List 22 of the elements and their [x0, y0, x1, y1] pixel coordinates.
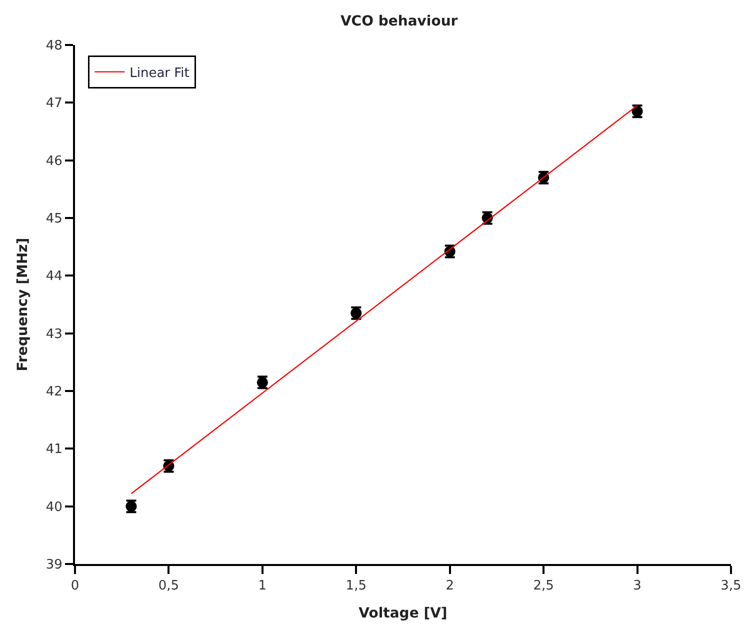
x-tick-label: 1,5 [346, 578, 366, 594]
x-tick-label: 0,5 [158, 578, 180, 594]
y-axis-title: Frequency [MHz] [14, 238, 31, 372]
x-tick-label: 2 [446, 578, 454, 594]
y-tick-label: 40 [46, 500, 62, 515]
x-tick-label: 1 [258, 578, 267, 594]
y-tick-label: 45 [46, 212, 62, 227]
y-tick-label: 46 [46, 154, 62, 169]
y-tick-label: 48 [46, 38, 62, 54]
legend-label: Linear Fit [130, 66, 190, 81]
x-tick-label: 3,5 [720, 578, 742, 594]
x-tick-label: 3 [633, 578, 642, 594]
y-tick-label: 42 [46, 384, 62, 400]
y-tick-label: 44 [46, 269, 62, 284]
y-tick-label: 41 [46, 442, 62, 458]
chart-title: VCO behaviour [340, 14, 458, 30]
y-tick-label: 43 [46, 326, 62, 342]
x-tick-label: 0 [70, 578, 80, 594]
y-tick-label: 39 [46, 558, 62, 573]
x-tick-label: 2,5 [533, 578, 554, 594]
y-tick-label: 47 [46, 96, 62, 112]
x-axis-title: Voltage [V] [358, 605, 448, 622]
